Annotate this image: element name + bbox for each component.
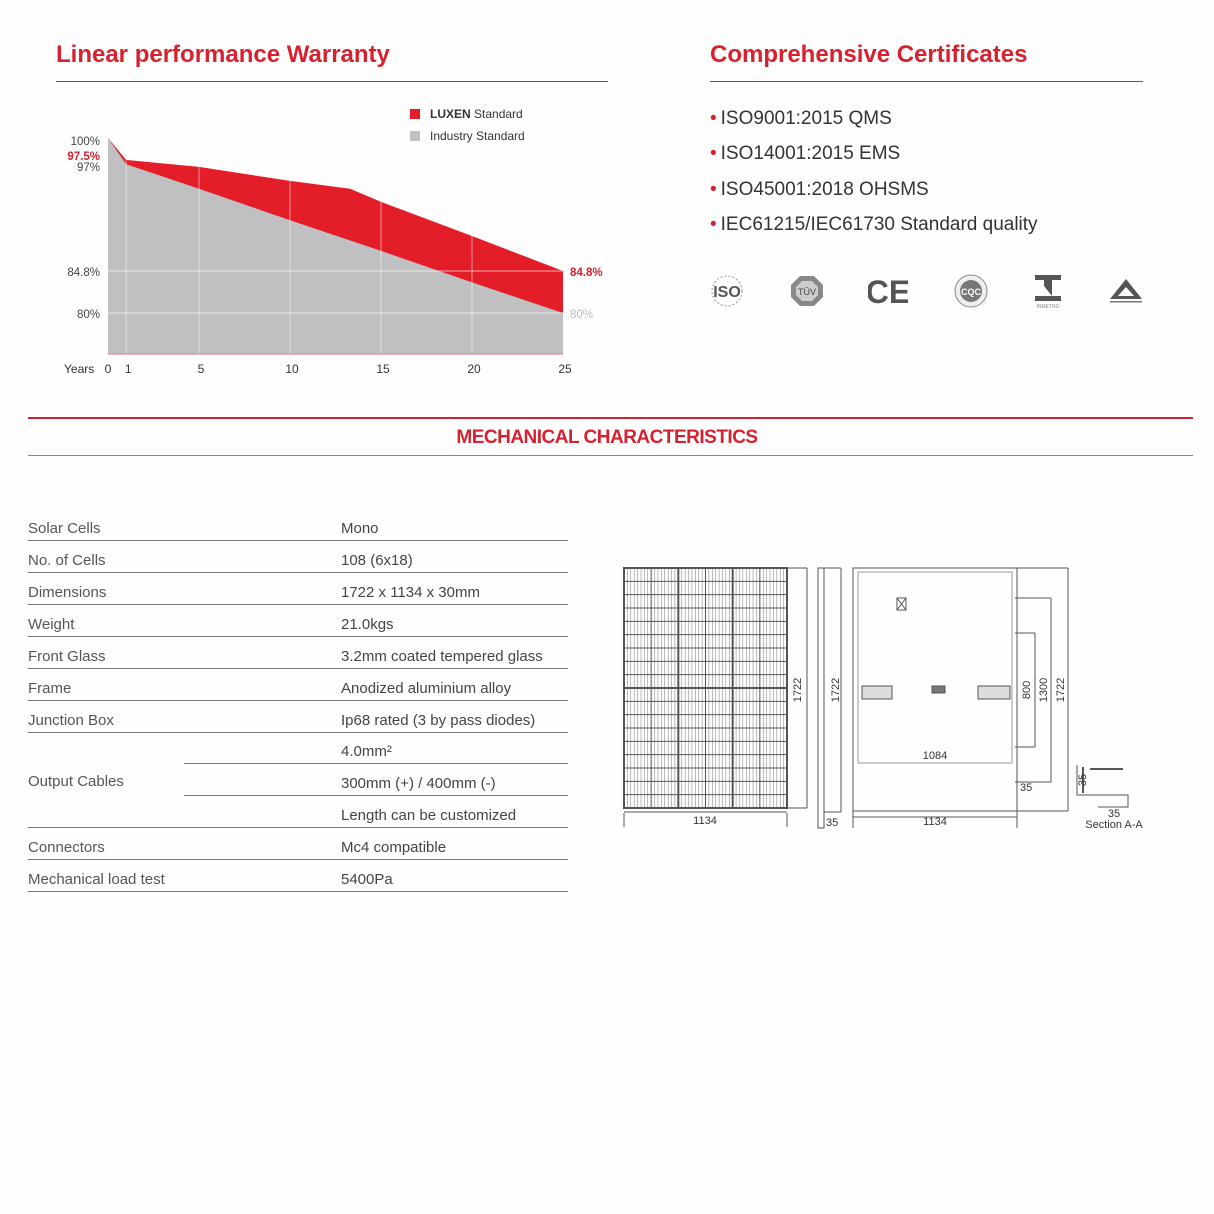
- certificate-item: • ISO9001:2015 QMS: [710, 108, 892, 129]
- certificates-rule: [710, 81, 1143, 82]
- legend-swatch: [410, 109, 420, 119]
- side-depth-label: 35: [826, 817, 838, 829]
- series-area-industry: [108, 138, 563, 354]
- front-height-label: 1722: [792, 678, 804, 702]
- y-tick-label: 97.5%: [67, 151, 100, 163]
- section-label: Section A-A: [1085, 819, 1143, 831]
- end-label: 80%: [570, 309, 593, 321]
- cqc-logo-icon: CQC: [951, 272, 991, 310]
- edge-35-label: 35: [1020, 782, 1032, 794]
- x-tick-label: 15: [376, 362, 390, 376]
- spec-row-output-cables: Output Cables 4.0mm² 300mm (+) / 400mm (…: [28, 732, 568, 828]
- mount-width-label: 1084: [923, 750, 947, 762]
- spec-row: Frame Anodized aluminium alloy: [28, 668, 568, 701]
- mechanical-title: MECHANICAL CHARACTERISTICS: [456, 427, 758, 448]
- x-tick-label: 1: [125, 362, 132, 376]
- svg-text:CE: CE: [868, 274, 908, 309]
- spec-row: Connectors Mc4 compatible: [28, 827, 568, 860]
- back-height-label: 1722: [1055, 678, 1067, 702]
- certificates-title: Comprehensive Certificates: [710, 41, 1028, 68]
- legend-entry: LUXEN Standard: [430, 107, 523, 121]
- back-width-label: 1134: [923, 816, 947, 828]
- section-height-label: 35: [1077, 774, 1089, 786]
- front-width-label: 1134: [693, 815, 717, 827]
- triangle-cert-logo-icon: [1106, 272, 1146, 310]
- svg-text:TÜV: TÜV: [798, 287, 816, 297]
- hole-1300-label: 1300: [1038, 678, 1050, 702]
- section-rule-top: [28, 417, 1193, 419]
- inmetro-logo-icon: INMETRO: [1028, 272, 1068, 310]
- iso-logo-icon: ISO: [707, 272, 747, 310]
- side-view: [817, 567, 842, 829]
- module-dimension-drawing: 1134 1722 1722 35 1084 1134 800 1300 172…: [623, 567, 1143, 831]
- svg-text:INMETRO: INMETRO: [1036, 304, 1059, 310]
- end-label: 84.8%: [570, 267, 603, 279]
- side-height-label: 1722: [830, 678, 842, 702]
- x-tick-label: 25: [558, 362, 572, 376]
- y-tick-label: 80%: [77, 309, 100, 321]
- y-tick-label: 84.8%: [67, 267, 100, 279]
- x-axis-label: Years: [64, 362, 94, 376]
- legend-swatch: [410, 131, 420, 141]
- section-rule-bottom: [28, 455, 1193, 456]
- spec-row: Dimensions 1722 x 1134 x 30mm: [28, 572, 568, 605]
- warranty-chart: 100%97.5%97%84.8%80%84.8%80%Years 0 1 5 10 15…: [64, 107, 603, 376]
- svg-text:CQC: CQC: [961, 287, 982, 297]
- x-tick-label: 5: [198, 362, 205, 376]
- spec-row: Mechanical load test 5400Pa: [28, 859, 568, 892]
- certificate-item: • ISO14001:2015 EMS: [710, 143, 901, 164]
- section-width-label: 35: [1108, 808, 1120, 820]
- hole-800-label: 800: [1021, 681, 1033, 699]
- certificate-item: • IEC61215/IEC61730 Standard quality: [710, 214, 1038, 235]
- x-tick-label: 20: [467, 362, 481, 376]
- y-tick-label: 100%: [71, 136, 100, 148]
- front-view: [623, 567, 808, 827]
- spec-row: No. of Cells 108 (6x18): [28, 540, 568, 573]
- y-tick-label: 97%: [77, 162, 100, 174]
- spec-row: Front Glass 3.2mm coated tempered glass: [28, 636, 568, 669]
- legend-entry: Industry Standard: [430, 129, 525, 143]
- x-tick-label: 0: [105, 362, 112, 376]
- warranty-title: Linear performance Warranty: [56, 41, 390, 68]
- warranty-rule: [56, 81, 608, 82]
- spec-row: Junction Box Ip68 rated (3 by pass diodes…: [28, 700, 568, 733]
- spec-row: Solar Cells Mono: [28, 508, 568, 541]
- x-tick-label: 10: [285, 362, 299, 376]
- certificate-item: • ISO45001:2018 OHSMS: [710, 179, 929, 200]
- back-view: [852, 567, 1129, 828]
- tuv-logo-icon: TÜV: [787, 272, 827, 310]
- svg-text:ISO: ISO: [713, 284, 741, 301]
- ce-logo-icon: CE: [868, 272, 908, 310]
- spec-row: Weight 21.0kgs: [28, 604, 568, 637]
